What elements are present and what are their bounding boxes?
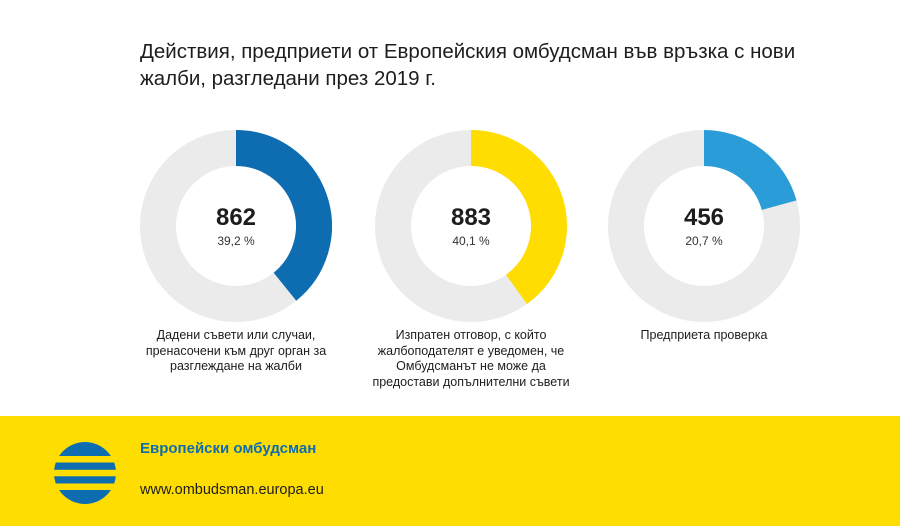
- donut-chart-2: 883 40,1 %: [375, 130, 567, 322]
- european-ombudsman-logo-icon: [53, 442, 117, 504]
- donut-value-2: 883: [450, 203, 492, 231]
- donut-value-1: 862: [215, 203, 257, 231]
- donut-chart-3: 456 20,7 %: [608, 130, 800, 322]
- donut-arc-2: [470, 130, 567, 305]
- donut-arc-1: [235, 130, 332, 301]
- donut-percent-3: 20,7 %: [685, 233, 723, 248]
- donut-arc-3: [703, 130, 797, 211]
- footer-brand: Европейски омбудсман: [140, 440, 317, 457]
- donut-caption-1: Дадени съвети или случаи, пренасочени къ…: [145, 328, 327, 373]
- donut-svg-3: [608, 130, 800, 322]
- donut-percent-2: 40,1 %: [452, 233, 490, 248]
- donut-svg-1: [140, 130, 332, 322]
- footer-url[interactable]: www.ombudsman.europa.eu: [140, 482, 324, 498]
- donut-chart-1: 862 39,2 %: [140, 130, 332, 322]
- chart-title: Действия, предприети от Европейския омбу…: [140, 40, 796, 90]
- footer-band: [0, 416, 900, 526]
- donut-caption-2: Изпратен отговор, с който жалбоподателят…: [372, 328, 570, 389]
- donut-caption-3: Предприета проверка: [640, 328, 768, 342]
- donut-value-3: 456: [683, 203, 725, 231]
- donut-svg-2: [375, 130, 567, 322]
- donut-percent-1: 39,2 %: [217, 233, 255, 248]
